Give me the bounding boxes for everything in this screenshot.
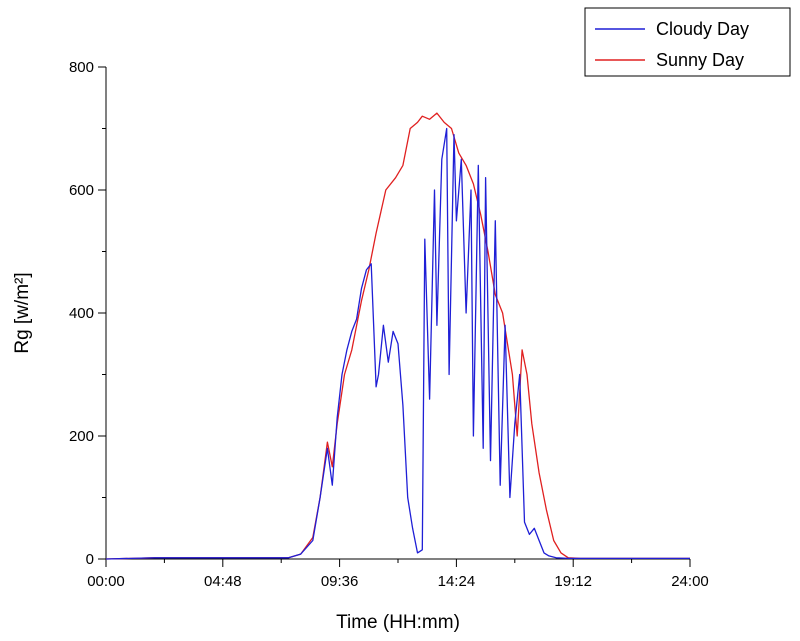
ticks: 0 200 400 600 800 00:00 04:48 09:36 14:24 19:12 24… [69,59,709,590]
x-tick-label: 09:36 [321,573,359,590]
legend-label-sunny: Sunny Day [656,50,744,70]
x-tick-label: 24:00 [671,573,709,590]
y-tick-label: 800 [69,59,94,76]
legend-box [584,7,791,77]
x-axis-title: Time (HH:mm) [336,612,460,633]
series-group [105,112,690,560]
y-tick-label: 400 [69,305,94,322]
x-tick-label: 14:24 [438,573,476,590]
legend: Cloudy Day Sunny Day [584,7,791,77]
x-tick-label: 04:48 [204,573,242,590]
x-tick-label: 19:12 [554,573,592,590]
legend-label-cloudy: Cloudy Day [656,19,749,39]
y-tick-label: 200 [69,428,94,445]
y-tick-label: 600 [69,182,94,199]
y-tick-label: 0 [86,551,94,568]
series-line-cloudy-day [105,127,690,560]
y-axis-title: Rg [w/m²] [12,272,33,353]
axes [105,67,690,560]
series-line-sunny-day [105,112,690,560]
x-tick-label: 00:00 [87,573,125,590]
